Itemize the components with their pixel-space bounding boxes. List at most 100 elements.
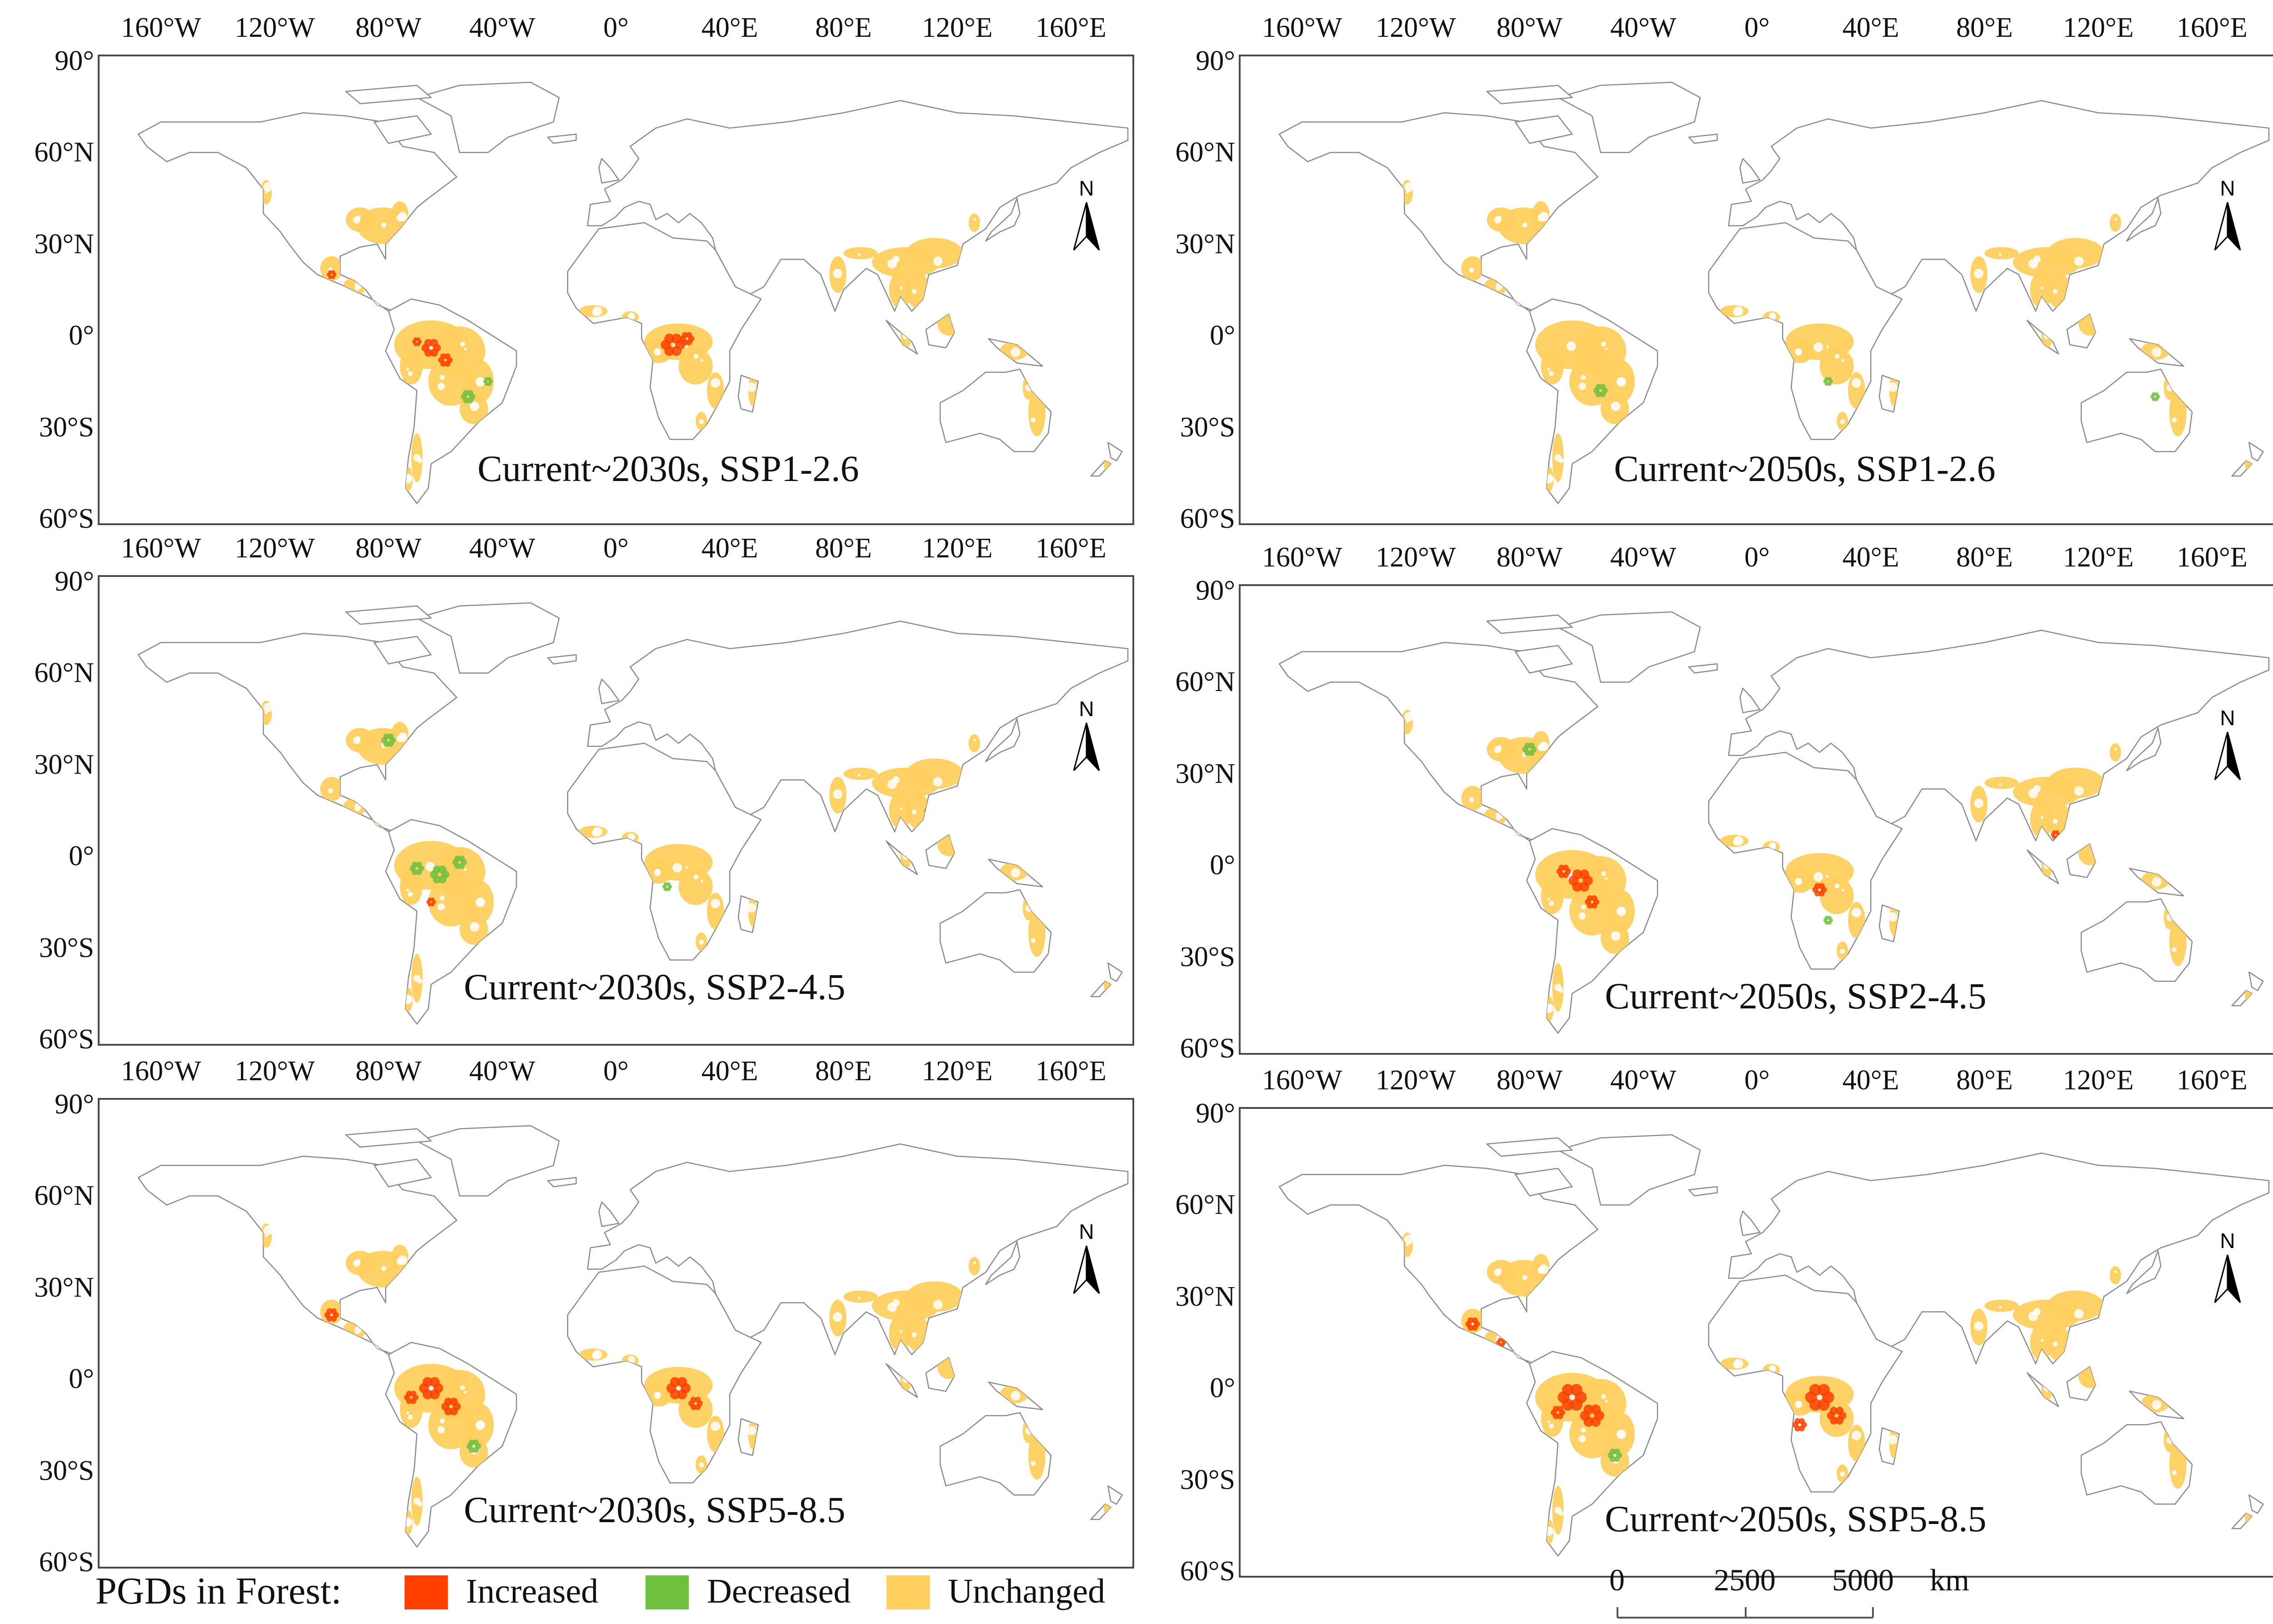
latitude-tick-label: 30°S — [39, 1455, 94, 1486]
scale-bar: 0 2500 5000 km — [1609, 1564, 1973, 1623]
forest-gap — [1768, 312, 1776, 320]
forest-gap — [902, 1375, 910, 1383]
pgd-increased-spot — [677, 1377, 687, 1387]
forest-gap — [353, 1259, 360, 1267]
forest-gap — [961, 815, 969, 823]
pgd-increased-spot — [330, 1315, 337, 1322]
landmass-iceland — [1688, 663, 1718, 674]
pgd-increased-spot — [1794, 1418, 1801, 1424]
pgd-increased-spot — [1817, 1383, 1830, 1396]
latitude-tick-label: 60°N — [1175, 667, 1235, 698]
landmass-ellesmere — [1486, 85, 1573, 105]
longitude-tick-label: 80°W — [1496, 12, 1563, 43]
pgd-increased-spot — [1579, 882, 1589, 892]
map-frame — [98, 55, 1134, 525]
forest-gap — [1601, 1394, 1606, 1399]
forest-gap — [1887, 382, 1898, 392]
longitude-tick-label: 40°E — [701, 1056, 758, 1087]
landmass-uk — [1739, 158, 1761, 184]
legend-swatch-unchanged — [886, 1575, 930, 1609]
landmass-northAmerica — [137, 1155, 457, 1355]
scale-label-2500: 2500 — [1714, 1563, 1776, 1597]
pgd-decreased-spot — [416, 862, 422, 868]
forest-gap — [1768, 842, 1776, 850]
longitude-tick-label: 120°W — [235, 1056, 315, 1087]
landmass-ellesmere — [1486, 614, 1573, 634]
pgd-increased-spot — [1818, 883, 1825, 889]
forest-gap — [911, 1332, 917, 1338]
forest-gap — [1581, 1427, 1586, 1433]
longitude-tick-label: 40°E — [1842, 542, 1899, 573]
pgd-increased-spot — [330, 1308, 337, 1314]
pgd-increased-spot — [1591, 1417, 1601, 1427]
latitude-tick-label: 60°S — [39, 503, 94, 534]
pgd-increased-spot — [430, 339, 438, 347]
forest-zone-unchanged — [2099, 284, 2108, 308]
forest-gap — [413, 454, 421, 461]
forest-zone-unchanged — [678, 1391, 713, 1428]
longitude-tick-label: 120°W — [1376, 12, 1456, 43]
pgd-increased-spot — [2055, 830, 2059, 835]
pgd-increased-spot — [1472, 1324, 1478, 1331]
landmass-baffin — [374, 1158, 432, 1188]
forest-zone-unchanged — [400, 348, 423, 385]
pgd-increased-spot — [686, 332, 692, 338]
forest-gap — [685, 866, 688, 869]
latitude-tick-label: 60°N — [1175, 1189, 1235, 1221]
forest-zone-unchanged — [1569, 1409, 1615, 1459]
forest-gap — [2074, 786, 2084, 796]
forest-gap — [902, 332, 910, 340]
forest-gap — [900, 807, 903, 810]
forest-gap — [2074, 256, 2084, 266]
pgd-increased-spot — [1814, 883, 1821, 889]
forest-zone-unchanged — [968, 1257, 980, 1275]
forest-gap — [887, 259, 897, 269]
world-map — [1278, 611, 2270, 1034]
pgd-increased-spot — [670, 1377, 680, 1387]
forest-gap — [1539, 742, 1549, 752]
forest-gap — [654, 1392, 661, 1399]
world-map — [137, 602, 1129, 1025]
longitude-tick-label: 160°E — [1036, 12, 1106, 43]
forest-gap — [1554, 983, 1562, 991]
longitude-tick-label: 40°W — [1610, 12, 1677, 43]
panel-title: Current~2050s, SSP1-2.6 — [1614, 448, 1996, 489]
landmass-nzNorth — [2248, 441, 2264, 461]
pgd-increased-spot — [431, 897, 435, 902]
forest-zone-unchanged — [2047, 1290, 2104, 1321]
pgd-decreased-spot — [1827, 377, 1832, 381]
forest-gap — [1544, 1003, 1554, 1013]
latitude-tick-label: 60°S — [1180, 503, 1235, 534]
longitude-tick-label: 40°W — [469, 12, 536, 43]
pgd-increased-spot — [1591, 1404, 1601, 1415]
forest-zone-unchanged — [1984, 777, 2019, 789]
longitude-tick-label: 160°E — [2177, 1065, 2248, 1096]
forest-gap — [1578, 382, 1586, 390]
forest-zone-unchanged — [958, 284, 967, 308]
forest-gap — [1612, 934, 1615, 937]
forest-gap — [1544, 474, 1554, 484]
landmass-northAmerica — [137, 632, 457, 832]
longitude-tick-label: 120°E — [921, 12, 993, 43]
latitude-tick-label: 60°S — [39, 1024, 94, 1055]
landmass-baffin — [374, 115, 432, 144]
longitude-tick-label: 160°E — [2177, 12, 2248, 43]
scale-bar-graphic — [1617, 1607, 1874, 1619]
forest-gap — [685, 345, 688, 348]
forest-gap — [1611, 931, 1621, 941]
forest-zone-unchanged — [2078, 311, 2101, 336]
forest-gap — [933, 256, 943, 266]
forest-gap — [1834, 883, 1840, 889]
forest-gap — [1011, 868, 1021, 878]
forest-gap — [460, 341, 465, 347]
pgd-decreased-spot — [2154, 392, 2159, 396]
north-arrow-icon: N — [1073, 698, 1100, 772]
longitude-tick-label: 0° — [1744, 1065, 1770, 1096]
forest-zone-unchanged — [1819, 348, 1854, 385]
forest-gap — [699, 419, 704, 424]
longitude-tick-label: 160°W — [1262, 12, 1342, 43]
forest-gap — [1813, 872, 1823, 882]
pgd-decreased-spot — [928, 811, 932, 815]
forest-gap — [973, 218, 976, 221]
pgd-decreased-spot — [928, 806, 932, 810]
